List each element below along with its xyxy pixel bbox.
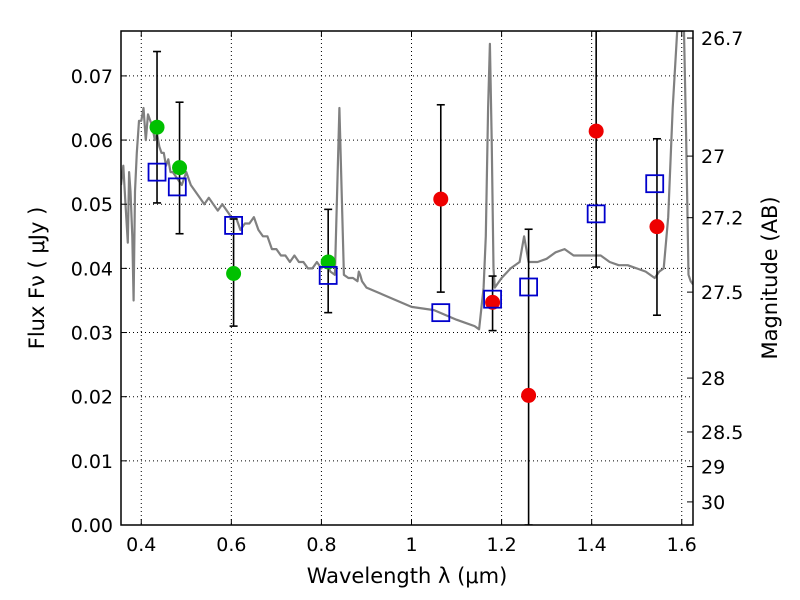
square-point [318,266,338,285]
green-point [172,160,188,176]
red-point [649,219,665,235]
square-point [586,204,606,224]
square-point [431,303,451,323]
y-tick-label: 0.02 [71,387,113,409]
model-spectrum-layer [121,31,693,331]
axis-ticks: 0.4 0.6 0.8 1 1.2 1.4 1.6 0.00 0.01 0.02 0.03 0.04 0… [71,28,744,556]
red-point [485,294,501,310]
x-axis-label: Wavelength λ (μm) [307,564,508,588]
x-tick-label: 0.6 [216,534,246,556]
red-point [588,123,604,139]
data-markers [147,119,665,403]
magnitude-tick-label: 27 [701,146,725,168]
square-point [519,277,539,297]
x-tick-label: 1 [405,534,417,556]
grid [121,31,693,525]
y-tick-label: 0.03 [71,323,113,345]
y-tick-label: 0.00 [71,515,113,537]
y-axis-label-right: Magnitude (AB) [758,196,782,359]
square-point [645,174,665,194]
magnitude-tick-label: 27.2 [701,208,743,230]
magnitude-tick-label: 28 [701,368,725,390]
red-point [521,387,537,403]
green-point [226,266,242,282]
square-point [483,289,502,309]
square-point [147,162,167,182]
square-point [224,215,243,235]
y-tick-label: 0.07 [71,66,113,88]
y-tick-label: 0.05 [71,194,113,216]
y-axis-label: Flux Fν ( μJy ) [25,207,49,350]
y-tick-label: 0.04 [71,258,113,280]
magnitude-tick-label: 26.7 [701,28,743,50]
square-point [167,177,187,197]
x-tick-label: 0.4 [126,534,156,556]
magnitude-tick-label: 28.5 [701,422,743,444]
plot-frame [120,30,694,526]
green-point [149,119,165,135]
green-point [320,254,336,270]
x-tick-label: 1.2 [486,534,516,556]
magnitude-tick-label: 27.5 [701,282,743,304]
magnitude-tick-label: 30 [701,492,725,514]
red-point [433,191,449,207]
x-tick-label: 1.6 [667,534,697,556]
x-tick-label: 0.8 [306,534,336,556]
magnitude-tick-label: 29 [701,457,725,479]
y-tick-label: 0.06 [71,130,113,152]
y-tick-label: 0.01 [71,451,113,473]
model-spectrum-line [121,31,693,331]
x-tick-label: 1.4 [577,534,607,556]
